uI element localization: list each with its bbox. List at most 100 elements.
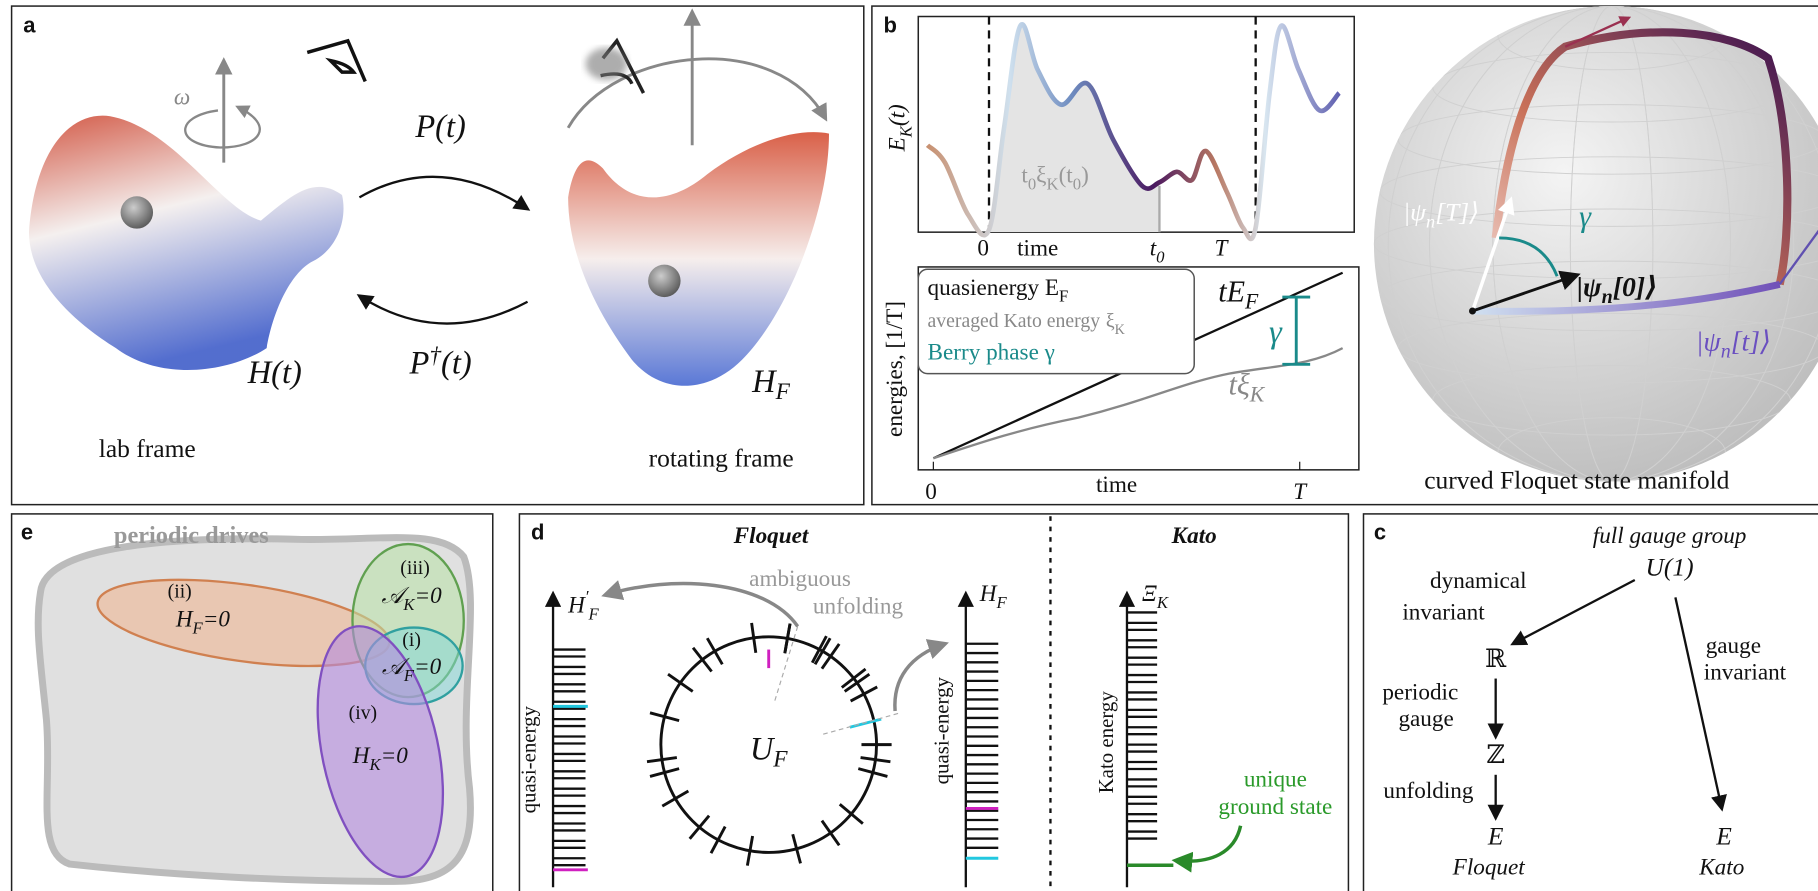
axis-label: quasi-energy	[517, 705, 541, 813]
origin	[1469, 308, 1476, 315]
text-part: (t	[1059, 162, 1074, 188]
text-part: H	[751, 364, 777, 400]
panel-label: c	[1374, 519, 1386, 544]
panel-label: d	[531, 519, 544, 544]
text-part: =0	[203, 606, 231, 632]
text-part: 0	[1073, 174, 1081, 193]
omega: ω	[174, 85, 190, 111]
text-part: F	[775, 379, 791, 405]
annotation: ambiguous	[749, 566, 851, 592]
arrow	[1675, 597, 1721, 808]
caption: curved Floquet state manifold	[1424, 465, 1729, 494]
spectrum	[553, 612, 1173, 869]
eigenphase	[662, 791, 688, 806]
axis-title: ΞK	[1142, 581, 1169, 612]
text-part: averaged Kato energy	[928, 310, 1101, 332]
text-part: (t)	[441, 346, 472, 382]
text-part: 0	[1156, 247, 1165, 266]
text-part: K	[1115, 322, 1126, 338]
text-part: quasienergy	[928, 275, 1040, 301]
eigenphase	[850, 719, 881, 727]
label: E	[1487, 821, 1504, 850]
tick-label: 0	[977, 235, 989, 261]
axis-title: H′F	[567, 587, 599, 623]
text-part: H	[979, 581, 998, 607]
eigenphase	[707, 638, 722, 664]
text-part: E	[1045, 275, 1059, 301]
text-part: =0	[415, 583, 443, 609]
ball	[121, 196, 153, 228]
text-part: n	[1721, 340, 1731, 362]
tick-label: T	[1214, 235, 1229, 261]
eigenphase	[711, 827, 725, 854]
tick-label: 0	[925, 479, 937, 505]
text-part: H	[352, 743, 371, 769]
text-part: P	[409, 346, 430, 382]
text-part: ′	[585, 587, 589, 606]
curve-label: tξK	[1229, 367, 1266, 406]
text-part: F	[995, 593, 1007, 612]
label: full gauge group	[1593, 523, 1747, 549]
operator-label: UF	[750, 732, 788, 773]
gap-label: γ	[1269, 314, 1283, 350]
label: Kato	[1698, 854, 1744, 880]
text-part: =0	[381, 743, 409, 769]
label: periodic	[1382, 679, 1458, 705]
page: { "panel_a": {"label": "a", "omega": "ω"…	[0, 0, 1818, 891]
ball	[648, 265, 680, 297]
text-part: U	[750, 732, 776, 768]
label: HF	[751, 364, 790, 405]
eigenphase	[851, 687, 878, 701]
state-label: |ψn[0]⟩	[1577, 272, 1658, 308]
text-part: 0	[1028, 174, 1036, 193]
text-part: tE	[1218, 275, 1245, 309]
eye-icon	[307, 41, 365, 82]
text-part: K	[896, 125, 915, 138]
tick-label: T	[1293, 479, 1308, 505]
label: dynamical	[1430, 568, 1527, 594]
section-title: Kato	[1171, 523, 1217, 549]
state-label: |ψn[T]⟩	[1403, 198, 1479, 232]
text-part: K	[368, 755, 381, 774]
gap-bracket	[1282, 297, 1310, 364]
panel-label: a	[23, 13, 36, 38]
figure: a ω P(t) P†(t) H(t) HF lab frame rotatin…	[0, 0, 1818, 891]
label: gauge	[1706, 633, 1761, 659]
arrow	[1176, 826, 1241, 861]
arrow	[359, 296, 527, 324]
section-title: Floquet	[733, 523, 810, 549]
annotation: unique	[1244, 766, 1307, 792]
region-title: periodic drives	[114, 522, 269, 549]
label: P†(t)	[409, 343, 472, 381]
axis-title: HF	[979, 581, 1008, 612]
y-label: energies, [1/T]	[882, 301, 908, 437]
text-part: =0	[414, 654, 442, 680]
sphere	[1374, 6, 1818, 481]
axis-label: time	[1096, 472, 1137, 498]
eigenphase	[668, 674, 693, 691]
text-part: E	[884, 137, 910, 152]
text-part: |ψ	[1403, 198, 1427, 227]
text-part: n	[1426, 212, 1435, 232]
text-part: (t)	[884, 104, 910, 126]
annotation: unfolding	[813, 594, 904, 620]
label: invariant	[1704, 660, 1787, 686]
line-label: tEF	[1218, 275, 1259, 314]
eye-blur	[586, 48, 628, 80]
eigenphase	[693, 648, 712, 672]
axis-label: quasi-energy	[929, 676, 953, 784]
label: Floquet	[1452, 854, 1526, 880]
text-part: Ξ	[1142, 581, 1157, 607]
text-part: K	[1156, 593, 1169, 612]
text-part: K	[1047, 174, 1059, 193]
text-part: H	[175, 606, 194, 632]
label: U(1)	[1646, 552, 1694, 581]
text-part: )	[1081, 162, 1089, 188]
angle-label: γ	[1579, 199, 1592, 233]
text-part: |ψ	[1696, 326, 1722, 357]
label: E	[1715, 821, 1732, 850]
bowl-surface	[568, 132, 829, 386]
label: unfolding	[1383, 778, 1474, 804]
label: invariant	[1402, 599, 1485, 625]
text-part: H	[567, 592, 586, 618]
